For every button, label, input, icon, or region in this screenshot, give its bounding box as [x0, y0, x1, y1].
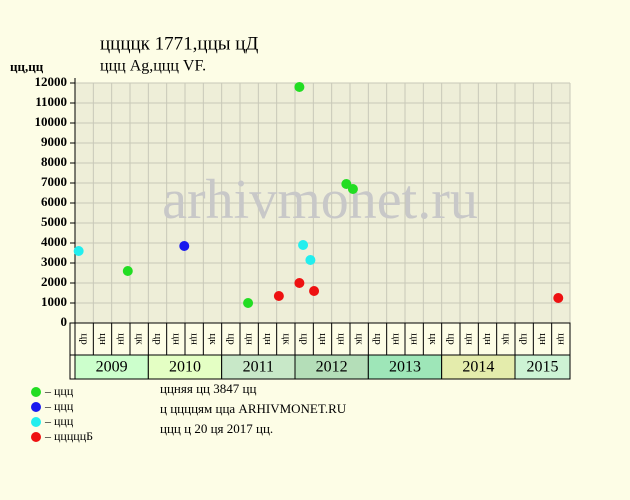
y-axis-label: цц,цц	[10, 59, 44, 74]
legend-marker	[31, 432, 41, 442]
quarter-label: цн	[317, 333, 329, 345]
y-tick-label: 12000	[35, 74, 68, 89]
year-label: 2014	[462, 359, 494, 376]
quarter-label: цр	[372, 333, 384, 345]
quarter-label: цн	[390, 333, 402, 345]
y-tick-label: 5000	[41, 214, 67, 229]
quarter-label: цр	[225, 333, 237, 345]
quarter-label: цн	[115, 333, 127, 345]
year-cell	[367, 354, 443, 380]
legend-label: – ццц	[44, 384, 74, 398]
quarter-label: цн	[464, 333, 476, 345]
point	[309, 286, 320, 296]
year-label: 2010	[169, 359, 201, 376]
point	[73, 246, 84, 256]
quarter-label: цк	[500, 333, 512, 345]
year-cell	[514, 354, 571, 380]
chart-subtitle: ццц Ag,ццц VF.	[100, 58, 206, 75]
y-tick-label: 2000	[41, 274, 67, 289]
year-label: 2011	[243, 359, 274, 376]
legend-label: – ццц	[44, 399, 74, 413]
quarter-label: цн	[189, 333, 201, 345]
footer-line: ццц ц 20 ця 2017 цц.	[160, 421, 273, 436]
quarter-label: цн	[335, 333, 347, 345]
year-label: 2015	[527, 359, 559, 376]
year-cell	[221, 354, 296, 380]
quarter-label: цн	[555, 333, 567, 345]
point	[298, 240, 309, 250]
year-cell	[294, 354, 369, 380]
footer-line: ц ццццям цца ARHIVMONET.RU	[160, 401, 347, 416]
quarter-label: цн	[97, 333, 109, 345]
legend-marker	[31, 417, 41, 427]
quarter-label: цр	[299, 333, 311, 345]
year-label: 2013	[389, 359, 421, 376]
legend-marker	[31, 387, 41, 397]
y-tick-label: 7000	[41, 174, 67, 189]
y-tick-label: 10000	[35, 114, 68, 129]
y-tick-label: 9000	[41, 134, 67, 149]
point	[273, 291, 284, 301]
quarter-label: цр	[152, 333, 164, 345]
quarter-label: цн	[244, 333, 256, 345]
quarter-label: цн	[262, 333, 274, 345]
legend-label: – цццццБ	[44, 429, 93, 443]
y-tick-label: 4000	[41, 234, 67, 249]
year-label: 2012	[316, 359, 348, 376]
legend-label: – ццц	[44, 414, 74, 428]
year-cell	[74, 354, 149, 380]
y-tick-label: 11000	[35, 94, 67, 109]
point	[305, 255, 316, 265]
quarter-label: цк	[134, 333, 146, 345]
year-label: 2009	[96, 359, 128, 376]
point	[294, 278, 305, 288]
quarter-row	[69, 322, 571, 356]
point	[294, 82, 305, 92]
y-tick-label: 3000	[41, 254, 67, 269]
legend-marker	[31, 402, 41, 412]
point	[553, 293, 564, 303]
quarter-label: цр	[79, 333, 91, 345]
quarter-label: цн	[409, 333, 421, 345]
watermark: arhivmonet.ru	[162, 169, 478, 231]
quarter-label: цк	[207, 333, 219, 345]
quarter-label: цк	[280, 333, 292, 345]
y-tick-label: 0	[61, 314, 68, 329]
quarter-label: цн	[537, 333, 549, 345]
y-tick-label: 1000	[41, 294, 67, 309]
y-tick-label: 6000	[41, 194, 67, 209]
quarter-label: цр	[519, 333, 531, 345]
footer-line: ццняя цц 3847 цц	[160, 381, 256, 396]
year-cell	[441, 354, 516, 380]
point	[122, 266, 133, 276]
point	[347, 184, 358, 194]
year-cell	[147, 354, 223, 380]
y-tick-label: 8000	[41, 154, 67, 169]
chart-title: ццццк 1771,ццы цД	[100, 33, 258, 54]
point	[179, 241, 190, 251]
quarter-label: цк	[354, 333, 366, 345]
quarter-label: цн	[482, 333, 494, 345]
point	[243, 298, 254, 308]
quarter-label: цр	[445, 333, 457, 345]
quarter-label: цк	[427, 333, 439, 345]
quarter-label: цн	[170, 333, 182, 345]
